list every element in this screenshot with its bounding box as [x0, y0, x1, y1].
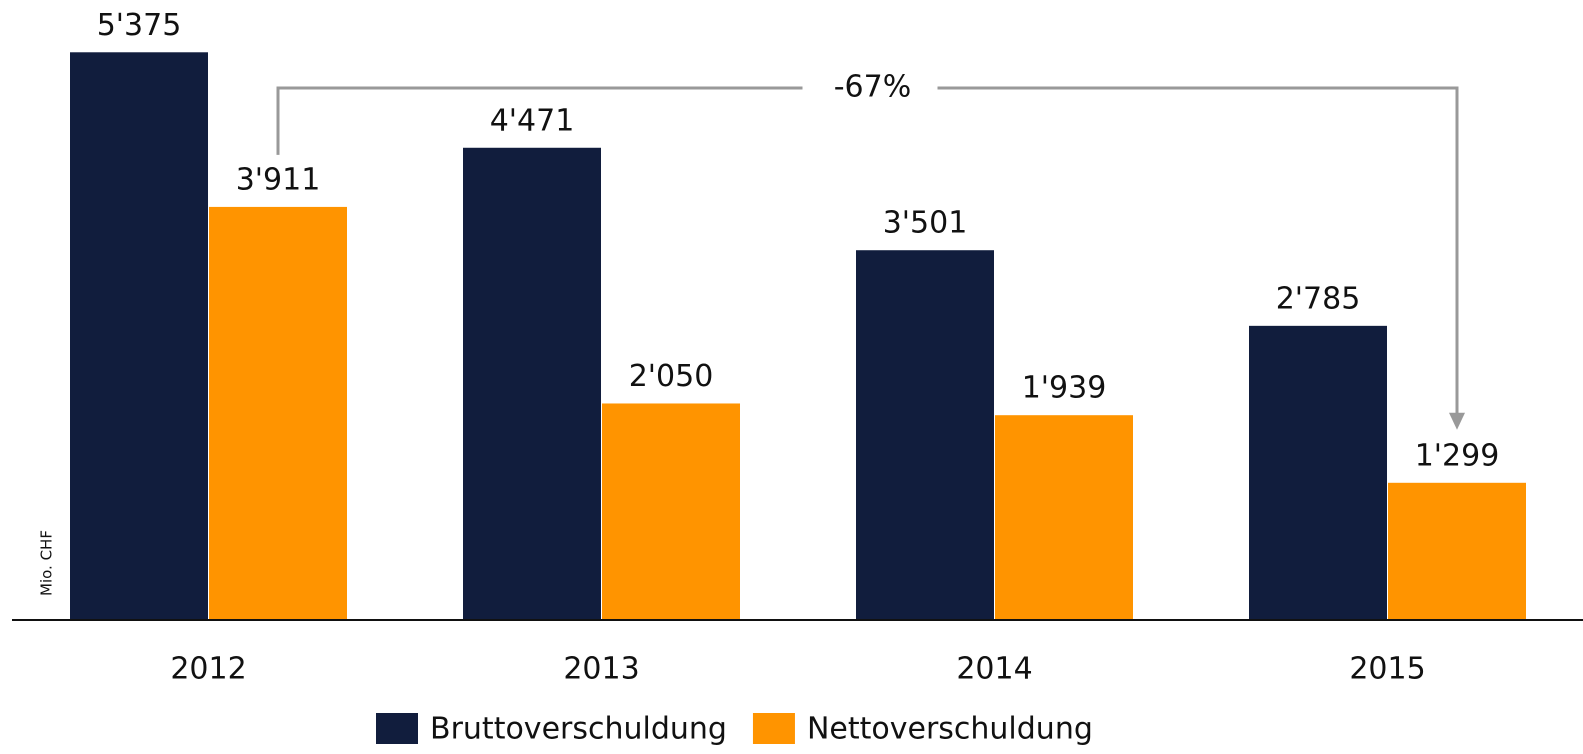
value-label: 4'471: [490, 103, 575, 138]
bar: [209, 206, 347, 620]
x-tick-label: 2012: [170, 652, 246, 687]
value-label: 2'785: [1276, 281, 1361, 316]
y-axis-label: Mio. CHF: [38, 530, 56, 596]
value-label: 1'299: [1415, 438, 1500, 473]
legend-swatch: [376, 713, 418, 744]
annotation-arrow: [1449, 412, 1465, 430]
value-label: 3'911: [236, 162, 321, 197]
annotation-bracket: [276, 86, 803, 155]
x-tick-label: 2015: [1349, 652, 1425, 687]
bar: [602, 403, 740, 620]
value-label: 2'050: [629, 359, 714, 394]
legend-label: Nettoverschuldung: [807, 712, 1093, 747]
bar: [463, 147, 601, 621]
legend-label: Bruttoverschuldung: [430, 712, 727, 747]
annotation: -67%: [834, 70, 912, 105]
bar: [70, 52, 208, 621]
value-label: 3'501: [883, 206, 968, 241]
legend-swatch: [752, 713, 795, 744]
bar: [1388, 482, 1526, 620]
value-label: 1'939: [1022, 371, 1107, 406]
bar: [995, 415, 1133, 620]
bar: [1249, 325, 1387, 620]
x-tick-label: 2013: [563, 652, 639, 687]
x-tick-label: 2014: [956, 652, 1032, 687]
value-label: 5'375: [97, 8, 182, 43]
bar: [856, 250, 994, 620]
annotation-bracket: [937, 86, 1459, 415]
